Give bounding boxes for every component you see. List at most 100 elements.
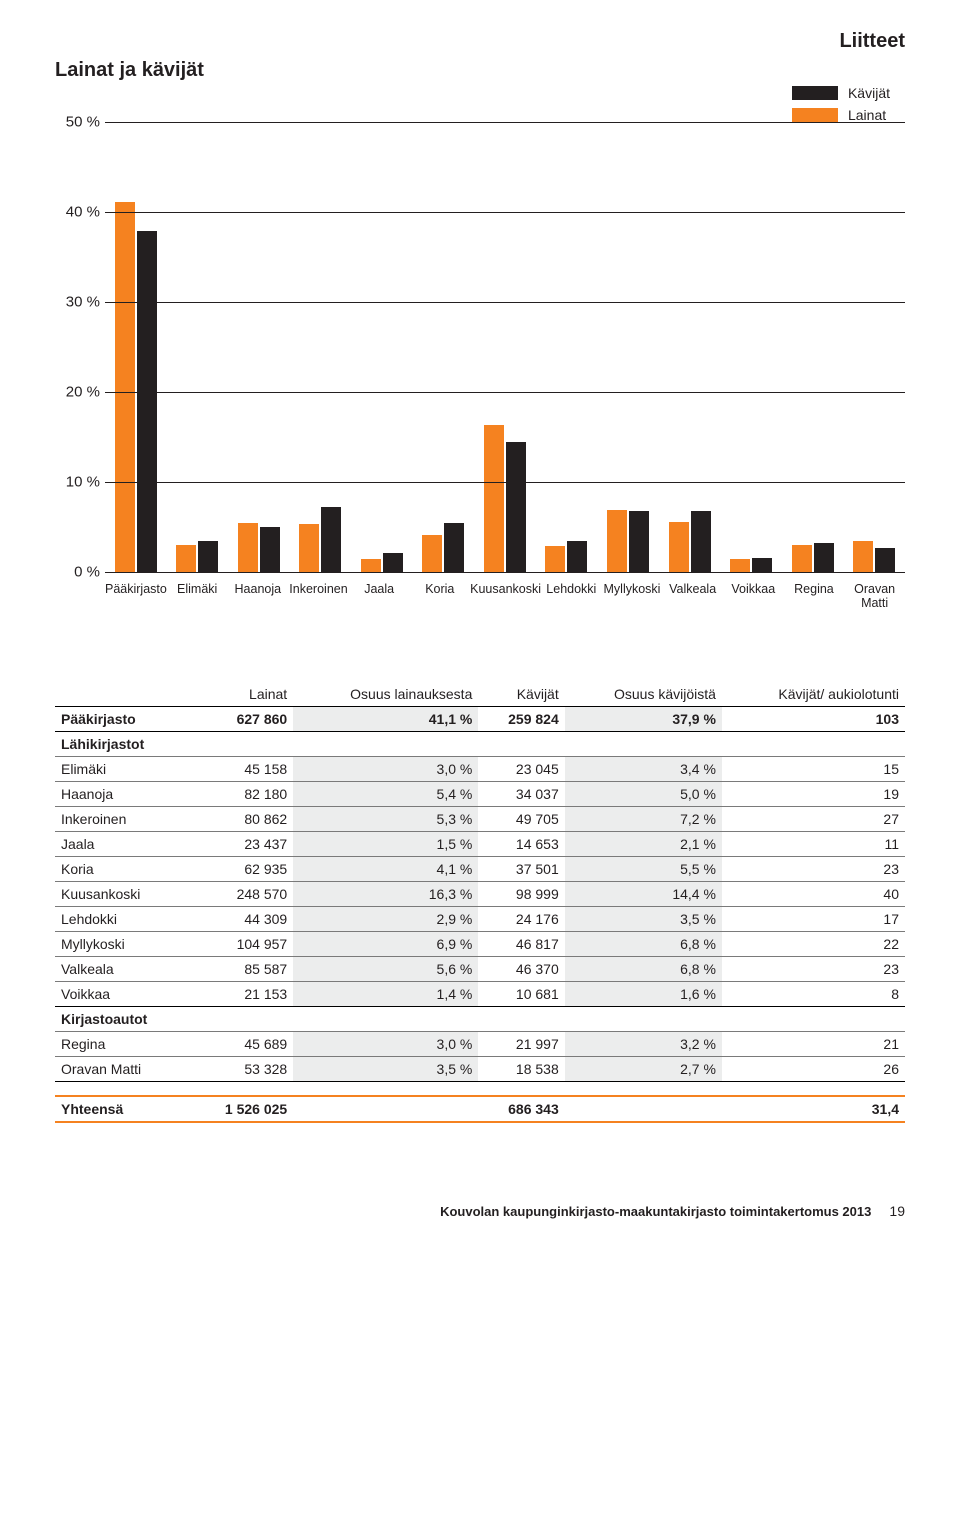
table-cell: 5,0 % (565, 782, 722, 807)
table-row: Elimäki45 1583,0 %23 0453,4 %15 (55, 757, 905, 782)
table-cell: 5,5 % (565, 857, 722, 882)
bar-chart: PääkirjastoElimäkiHaanojaInkeroinenJaala… (55, 122, 905, 612)
table-cell: 5,4 % (293, 782, 478, 807)
legend-item: Lainat (792, 107, 890, 123)
bar-group (167, 541, 229, 572)
bar (545, 546, 565, 572)
table-cell (565, 732, 722, 757)
bar (629, 511, 649, 572)
table-cell: 1 526 025 (191, 1096, 294, 1122)
legend-swatch-lainat (792, 108, 838, 122)
paakirjasto-row: Pääkirjasto627 86041,1 %259 82437,9 %103 (55, 707, 905, 732)
bar (238, 523, 258, 572)
table-row: Koria62 9354,1 %37 5015,5 %23 (55, 857, 905, 882)
bar (607, 510, 627, 572)
bar (730, 559, 750, 572)
table-cell: 248 570 (191, 882, 294, 907)
table-cell: 49 705 (478, 807, 564, 832)
table-cell: 15 (722, 757, 905, 782)
table-cell: 37,9 % (565, 707, 722, 732)
table-cell: 104 957 (191, 932, 294, 957)
bar-group (843, 541, 905, 573)
bar-group (228, 523, 290, 572)
total-row: Yhteensä1 526 025686 34331,4 (55, 1096, 905, 1122)
table-cell (478, 732, 564, 757)
table-cell: 6,9 % (293, 932, 478, 957)
bar (752, 558, 772, 572)
bar (198, 541, 218, 572)
x-axis-label: Koria (409, 576, 470, 612)
table-cell: 14,4 % (565, 882, 722, 907)
y-axis-label: 30 % (55, 294, 100, 311)
col-lainat: Lainat (191, 682, 294, 707)
x-axis-label: Myllykoski (602, 576, 663, 612)
bar-group (536, 541, 598, 573)
bar-group (720, 558, 782, 572)
table-cell: 41,1 % (293, 707, 478, 732)
table-cell: 3,0 % (293, 1032, 478, 1057)
table-cell: 46 817 (478, 932, 564, 957)
spacer-row (55, 1082, 905, 1096)
table-cell: 6,8 % (565, 932, 722, 957)
table-cell: Kuusankoski (55, 882, 191, 907)
kirjastoautot-header: Kirjastoautot (55, 1007, 905, 1032)
data-table: Lainat Osuus lainauksesta Kävijät Osuus … (55, 682, 905, 1123)
table-row: Oravan Matti53 3283,5 %18 5382,7 %26 (55, 1057, 905, 1082)
table-cell: 22 (722, 932, 905, 957)
table-row: Jaala23 4371,5 %14 6532,1 %11 (55, 832, 905, 857)
legend-item: Kävijät (792, 85, 890, 101)
table-cell: 17 (722, 907, 905, 932)
bar-group (351, 553, 413, 572)
table-cell: 23 437 (191, 832, 294, 857)
table-cell: 14 653 (478, 832, 564, 857)
table-cell: Oravan Matti (55, 1057, 191, 1082)
x-axis-label: Inkeroinen (288, 576, 349, 612)
table-cell: 103 (722, 707, 905, 732)
table-cell: 2,7 % (565, 1057, 722, 1082)
bar (422, 535, 442, 572)
table-cell (191, 1007, 294, 1032)
table-cell: 3,5 % (293, 1057, 478, 1082)
table-cell: Pääkirjasto (55, 707, 191, 732)
col-ratio: Kävijät/ aukiolotunti (722, 682, 905, 707)
bar-group (597, 510, 659, 572)
table-row: Inkeroinen80 8625,3 %49 7057,2 %27 (55, 807, 905, 832)
table-row: Voikkaa21 1531,4 %10 6811,6 %8 (55, 982, 905, 1007)
lahikirjastot-header: Lähikirjastot (55, 732, 905, 757)
table-row: Valkeala85 5875,6 %46 3706,8 %23 (55, 957, 905, 982)
y-axis-label: 10 % (55, 474, 100, 491)
table-cell: 4,1 % (293, 857, 478, 882)
bar-group (659, 511, 721, 572)
table-cell (191, 732, 294, 757)
col-osuus-l: Osuus lainauksesta (293, 682, 478, 707)
table-cell: Koria (55, 857, 191, 882)
gridline (105, 482, 905, 483)
table-cell: Lehdokki (55, 907, 191, 932)
table-cell: Inkeroinen (55, 807, 191, 832)
table-cell: 26 (722, 1057, 905, 1082)
table-cell: 686 343 (478, 1096, 564, 1122)
y-axis-label: 20 % (55, 384, 100, 401)
table-cell: Kirjastoautot (55, 1007, 191, 1032)
table-cell: 3,0 % (293, 757, 478, 782)
table-cell (565, 1096, 722, 1122)
y-axis-label: 0 % (55, 564, 100, 581)
bar (444, 523, 464, 573)
table-cell: 62 935 (191, 857, 294, 882)
table-cell: Myllykoski (55, 932, 191, 957)
table-cell: 2,9 % (293, 907, 478, 932)
table-cell: 23 (722, 857, 905, 882)
table-cell: Haanoja (55, 782, 191, 807)
table-cell: 85 587 (191, 957, 294, 982)
table-cell: 1,5 % (293, 832, 478, 857)
table-cell: 3,5 % (565, 907, 722, 932)
y-axis-label: 50 % (55, 114, 100, 131)
table-cell: 27 (722, 807, 905, 832)
table-cell: Valkeala (55, 957, 191, 982)
x-axis-label: Lehdokki (541, 576, 602, 612)
table-cell: 44 309 (191, 907, 294, 932)
bar (176, 545, 196, 572)
x-axis-label: Valkeala (662, 576, 723, 612)
gridline (105, 572, 905, 573)
col-osuus-k: Osuus kävijöistä (565, 682, 722, 707)
